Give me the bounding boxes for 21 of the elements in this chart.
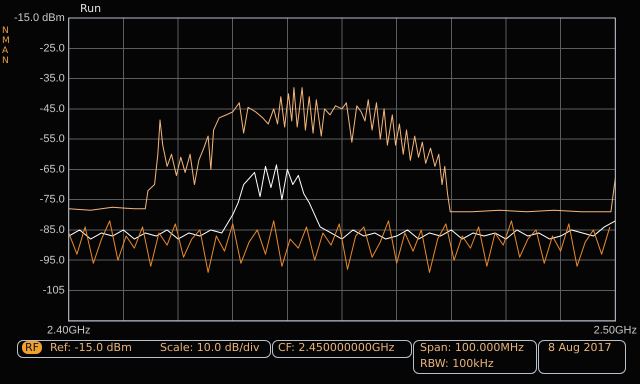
text: RF bbox=[22, 341, 42, 354]
x-tick-label: 2.50GHz bbox=[594, 324, 638, 336]
y-tick-label: -105 bbox=[42, 284, 65, 297]
y-tick-label: -35.0 bbox=[40, 72, 65, 85]
y-tick-label: -25.0 bbox=[40, 42, 65, 54]
y-tick-label: -75.0 bbox=[40, 194, 65, 206]
text: Span: 100.000MHz bbox=[420, 341, 524, 354]
text: Run bbox=[80, 2, 102, 15]
y-tick-label: -85.0 bbox=[40, 224, 65, 236]
text: RBW: 100kHz bbox=[420, 357, 494, 370]
text: CF: 2.450000000GHz bbox=[278, 341, 394, 354]
y-tick-label: -65.0 bbox=[40, 163, 65, 176]
y-tick-label: -45.0 bbox=[40, 102, 65, 115]
text: 8 Aug 2017 bbox=[548, 341, 612, 354]
y-tick-label: -55.0 bbox=[40, 133, 65, 146]
text: Scale: 10.0 dB/div bbox=[160, 341, 260, 354]
y-tick-label: -15.0 dBm bbox=[14, 12, 65, 24]
y-tick-label: -95.0 bbox=[40, 254, 65, 266]
x-tick-label: 2.40GHz bbox=[47, 324, 90, 336]
text: NMAN bbox=[2, 26, 10, 66]
text: Ref: -15.0 dBm bbox=[50, 341, 132, 354]
